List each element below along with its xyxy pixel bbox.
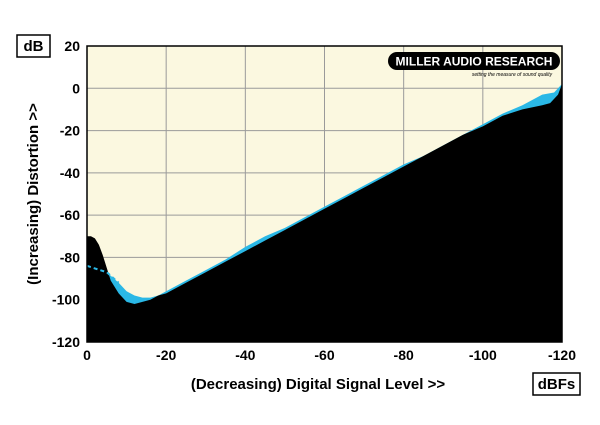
- y-tick-label: -40: [60, 165, 80, 181]
- logo-tagline: setting the measure of sound quality: [472, 72, 553, 78]
- y-tick-label: 0: [72, 80, 80, 96]
- series-layer: [87, 84, 562, 342]
- x-tick-label: -120: [548, 347, 576, 363]
- y-tick-label: -120: [52, 334, 80, 350]
- y-unit-label: dB: [24, 38, 44, 55]
- y-unit-box: dB: [16, 34, 51, 58]
- logo-text: MILLER AUDIO RESEARCH: [396, 55, 553, 69]
- x-tick-label: -80: [394, 347, 414, 363]
- miller-audio-research-logo: MILLER AUDIO RESEARCH setting the measur…: [388, 52, 560, 78]
- x-tick-labels: 0 -20 -40 -60 -80 -100 -120: [83, 347, 576, 363]
- x-tick-label: -100: [469, 347, 497, 363]
- x-axis-title: (Decreasing) Digital Signal Level >>: [191, 376, 445, 393]
- x-tick-label: 0: [83, 347, 91, 363]
- y-tick-label: -80: [60, 249, 80, 265]
- y-tick-label: -60: [60, 207, 80, 223]
- x-unit-box: dBFs: [532, 372, 581, 396]
- x-unit-label: dBFs: [538, 376, 576, 393]
- y-tick-label: -100: [52, 292, 80, 308]
- y-tick-labels: 20 0 -20 -40 -60 -80 -100 -120: [52, 38, 80, 350]
- plot-border: [86, 45, 563, 343]
- y-tick-label: 20: [64, 38, 80, 54]
- x-tick-label: -40: [235, 347, 255, 363]
- x-tick-label: -20: [156, 347, 176, 363]
- x-tick-label: -60: [314, 347, 334, 363]
- series-blue-dashed-trace: [87, 264, 120, 284]
- y-tick-label: -20: [60, 123, 80, 139]
- series-black-area: [87, 84, 562, 342]
- y-axis-title: (Increasing) Distortion >>: [25, 103, 42, 285]
